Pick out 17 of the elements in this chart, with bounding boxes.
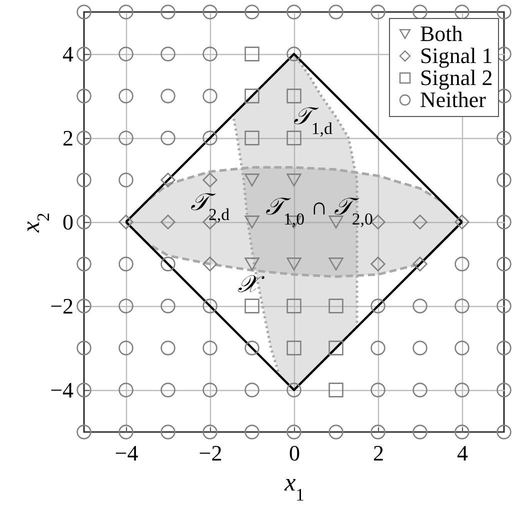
x-tick-label: 4: [457, 440, 468, 466]
legend-label: Signal 1: [420, 43, 493, 68]
annotation: 𝒯$_{1,0}$ ∩ 𝒯$_{2,0}$: [266, 194, 373, 228]
x-tick-label: 2: [373, 440, 384, 466]
annotation: 𝒯$_{1,d}$: [293, 104, 333, 138]
annotation: 𝒯$_{2,d}$: [190, 190, 230, 224]
y-tick-label: −2: [50, 294, 74, 318]
x-tick-label: 0: [289, 440, 300, 466]
y-tick-label: 4: [62, 42, 74, 66]
y-tick-label: 2: [62, 126, 74, 150]
y-tick-label: −4: [50, 378, 74, 402]
y-tick-label: 0: [62, 210, 74, 234]
x-tick-label: −2: [198, 440, 222, 466]
x-axis-title: x$_{1}$: [284, 470, 304, 504]
annotation: 𝒳: [237, 272, 266, 298]
x-tick-label: −4: [114, 440, 138, 466]
legend-label: Both: [420, 21, 463, 46]
